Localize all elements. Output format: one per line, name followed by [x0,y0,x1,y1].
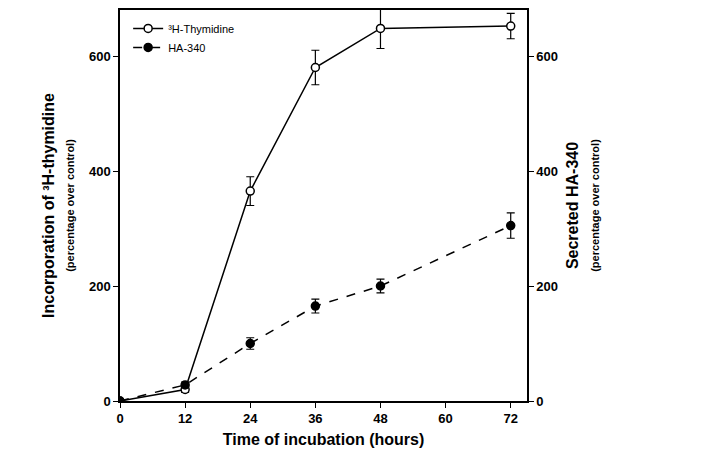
svg-text:0: 0 [536,394,543,409]
svg-text:0: 0 [116,411,123,426]
svg-text:200: 200 [536,279,558,294]
svg-text:0: 0 [103,394,110,409]
svg-text:600: 600 [89,49,111,64]
svg-text:48: 48 [373,411,387,426]
svg-text:72: 72 [503,411,517,426]
svg-text:400: 400 [89,164,111,179]
svg-text:Secreted HA-340(percentage ove: Secreted HA-340(percentage over control) [564,139,601,272]
svg-text:Time of incubation (hours): Time of incubation (hours) [223,431,424,448]
svg-text:60: 60 [438,411,452,426]
svg-text:200: 200 [89,279,111,294]
svg-text:600: 600 [536,49,558,64]
svg-text:36: 36 [308,411,322,426]
svg-text:400: 400 [536,164,558,179]
svg-text:Incorporation of ³H-thymidine(: Incorporation of ³H-thymidine(percentage… [40,93,77,318]
svg-text:³H-Thymidine: ³H-Thymidine [168,23,234,35]
svg-text:12: 12 [178,411,192,426]
svg-text:HA-340: HA-340 [168,42,205,54]
svg-text:24: 24 [243,411,258,426]
